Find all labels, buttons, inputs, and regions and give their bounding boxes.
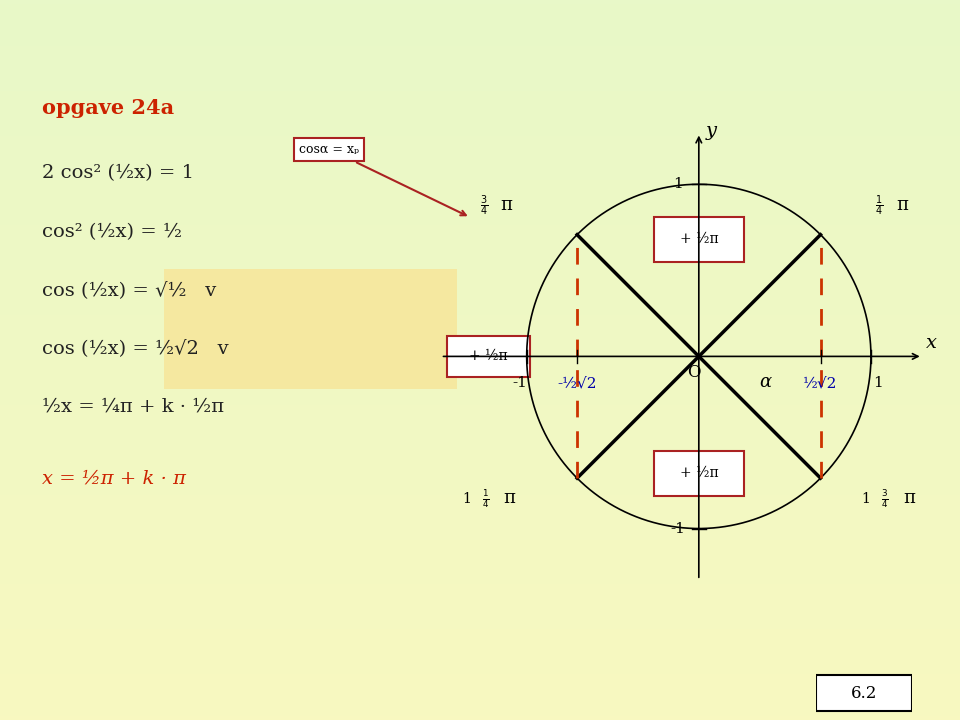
FancyBboxPatch shape: [447, 336, 530, 377]
FancyBboxPatch shape: [163, 328, 457, 389]
Text: cos (½x) = √½   v: cos (½x) = √½ v: [42, 282, 216, 300]
Text: x = ½π + k · π: x = ½π + k · π: [42, 469, 185, 487]
Text: -1: -1: [513, 377, 527, 390]
Text: -½√2: -½√2: [558, 377, 597, 390]
Text: opgave 24a: opgave 24a: [42, 98, 174, 118]
Text: $\frac{1}{4}$: $\frac{1}{4}$: [482, 488, 490, 510]
Text: π: π: [896, 196, 908, 214]
Text: + ½π: + ½π: [469, 349, 508, 364]
Text: π: π: [500, 196, 512, 214]
Text: cosα = xₚ: cosα = xₚ: [299, 143, 466, 215]
Text: + ½π: + ½π: [680, 233, 718, 246]
Text: $\frac{1}{4}$: $\frac{1}{4}$: [876, 194, 883, 217]
Text: + ½π: + ½π: [680, 467, 718, 480]
Text: y: y: [706, 122, 717, 140]
Text: $\frac{3}{4}$: $\frac{3}{4}$: [881, 488, 889, 510]
Text: $\frac{3}{4}$: $\frac{3}{4}$: [480, 194, 488, 217]
FancyBboxPatch shape: [163, 269, 457, 331]
Text: 1: 1: [861, 492, 870, 505]
Text: cos (½x) = ½√2   v: cos (½x) = ½√2 v: [42, 340, 228, 358]
Text: 6.2: 6.2: [851, 685, 877, 701]
Text: cos² (½x) = ½: cos² (½x) = ½: [42, 223, 181, 241]
Text: O: O: [686, 364, 700, 381]
Text: 1: 1: [673, 177, 683, 192]
Text: ½√2: ½√2: [804, 377, 838, 390]
Text: -1: -1: [671, 521, 685, 536]
FancyBboxPatch shape: [654, 217, 744, 262]
FancyBboxPatch shape: [816, 675, 912, 711]
Text: π: π: [504, 489, 516, 507]
Text: ½x = ¼π + k · ½π: ½x = ¼π + k · ½π: [42, 398, 224, 416]
Text: 1: 1: [462, 492, 470, 505]
Text: x: x: [926, 334, 937, 352]
FancyBboxPatch shape: [654, 451, 744, 496]
Text: π: π: [903, 489, 915, 507]
Text: α: α: [759, 374, 771, 392]
Text: 1: 1: [873, 377, 882, 390]
Text: 2 cos² (½x) = 1: 2 cos² (½x) = 1: [42, 165, 194, 183]
